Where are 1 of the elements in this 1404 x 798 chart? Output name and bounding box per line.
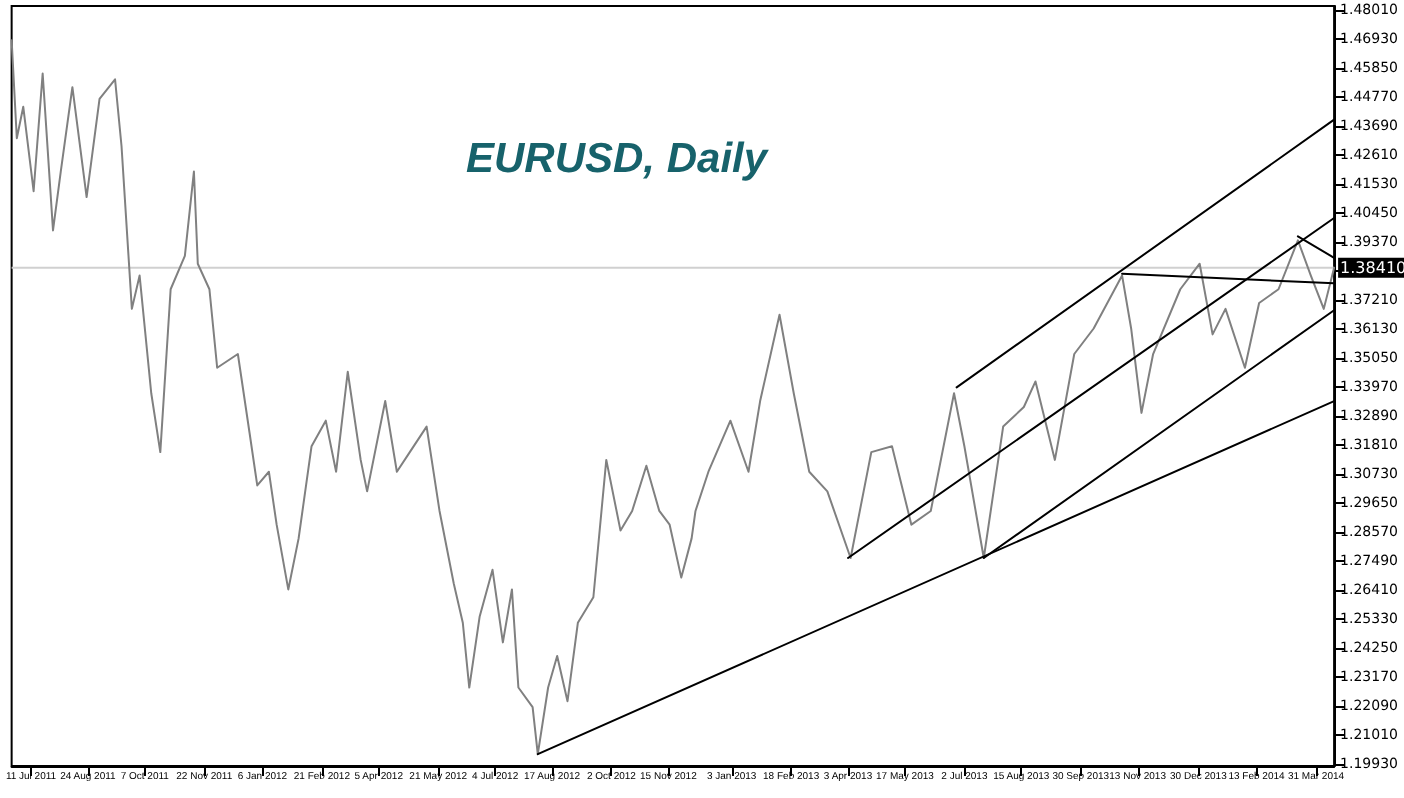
text: EURUSD, Daily (466, 136, 770, 182)
